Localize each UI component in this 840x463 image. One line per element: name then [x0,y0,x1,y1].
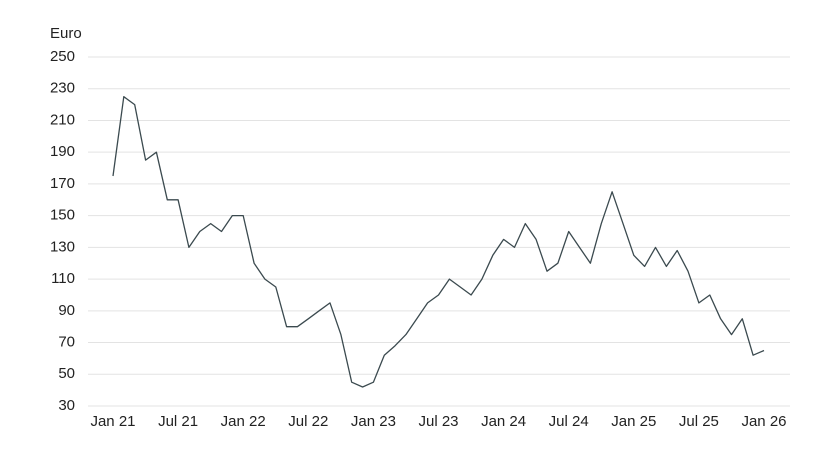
y-tick-label: 210 [50,111,75,128]
y-tick-label: 90 [58,302,75,319]
y-tick-label: 130 [50,238,75,255]
y-tick-label: 150 [50,207,75,224]
x-tick-label: Jan 22 [221,413,266,430]
y-tick-label: 170 [50,175,75,192]
x-tick-label: Jan 24 [481,413,526,430]
y-tick-label: 110 [51,270,75,287]
x-tick-label: Jul 23 [418,413,458,430]
y-tick-label: 190 [50,143,75,160]
x-tick-label: Jan 25 [611,413,656,430]
y-axis-label: Euro [50,25,82,42]
y-tick-label: 230 [50,80,75,97]
y-tick-label: 250 [50,48,75,65]
y-tick-label: 30 [58,397,75,414]
x-tick-label: Jul 25 [679,413,719,430]
x-tick-label: Jan 23 [351,413,396,430]
x-tick-label: Jan 26 [741,413,786,430]
x-tick-label: Jul 24 [549,413,589,430]
x-tick-label: Jul 21 [158,413,198,430]
x-tick-label: Jan 21 [90,413,135,430]
y-tick-label: 70 [58,334,75,351]
price-line [112,96,765,388]
x-tick-label: Jul 22 [288,413,328,430]
y-tick-label: 50 [58,365,75,382]
